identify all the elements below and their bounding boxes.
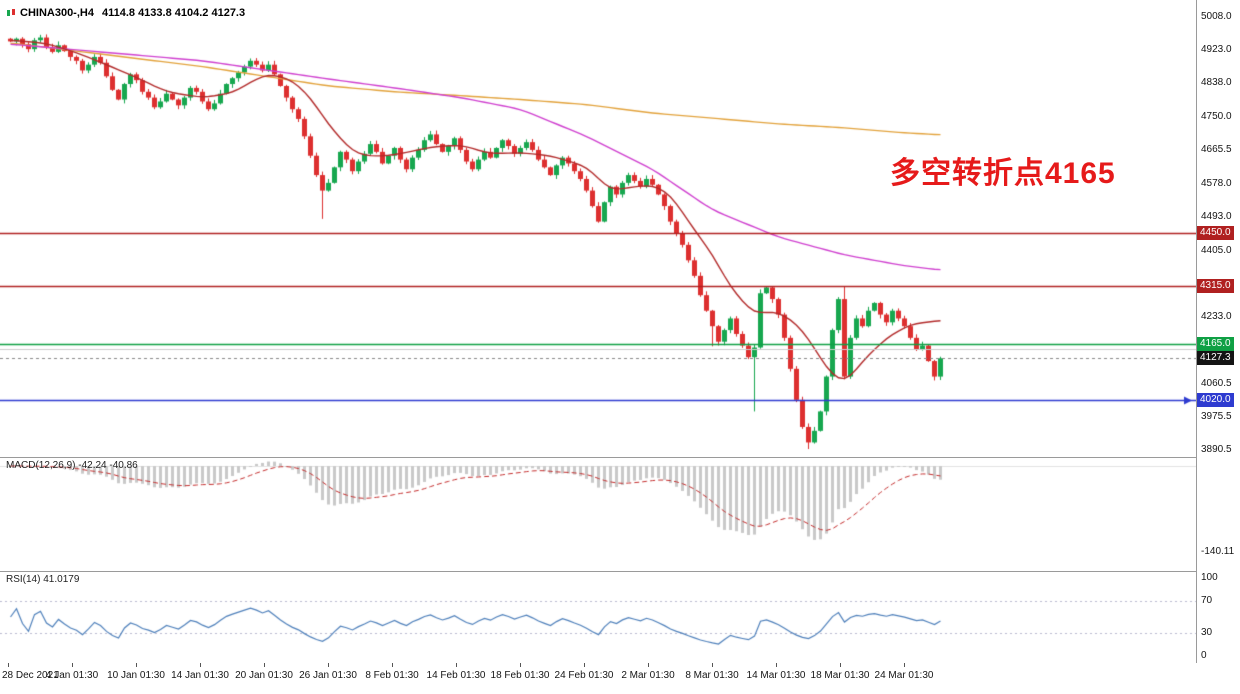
- price-axis-label: 4493.0: [1201, 210, 1232, 222]
- macd-name: MACD(12,26,9): [6, 460, 76, 471]
- chart-title: CHINA300-,H4 4114.8 4133.8 4104.2 4127.3: [6, 7, 245, 19]
- time-tick: [72, 663, 73, 667]
- time-axis-label: 26 Jan 01:30: [299, 670, 357, 681]
- time-tick: [456, 663, 457, 667]
- macd-axis-label: -140.11: [1201, 545, 1235, 557]
- rsi-axis-label: 30: [1201, 626, 1213, 638]
- price-axis-label: 4665.5: [1201, 143, 1232, 155]
- time-axis-label: 24 Mar 01:30: [874, 670, 934, 681]
- time-axis-label: 8 Mar 01:30: [685, 670, 739, 681]
- level-price-label: 4450.0: [1197, 226, 1234, 241]
- time-axis-label: 14 Jan 01:30: [171, 670, 229, 681]
- level-price-label: 4020.0: [1197, 392, 1234, 407]
- rsi-axis-label: 0: [1201, 650, 1207, 661]
- time-tick: [648, 663, 649, 667]
- price-axis-label: 4750.0: [1201, 110, 1232, 122]
- price-axis-label: 3890.5: [1201, 444, 1232, 455]
- chart-ohlc-values: 4114.8 4133.8 4104.2 4127.3: [101, 7, 246, 19]
- time-tick: [136, 663, 137, 667]
- main-chart-canvas[interactable]: [0, 0, 1196, 663]
- level-price-label: 4315.0: [1197, 278, 1234, 293]
- rsi-axis-label: 70: [1201, 595, 1213, 607]
- macd-values: -42.24 -40.86: [78, 460, 138, 471]
- rsi-pane-separator[interactable]: [0, 571, 1240, 572]
- rsi-axis-label: 100: [1201, 572, 1218, 583]
- time-axis-label: 18 Feb 01:30: [490, 670, 550, 681]
- time-axis-label: 8 Feb 01:30: [365, 670, 419, 681]
- time-axis-label: 18 Mar 01:30: [810, 670, 870, 681]
- time-tick: [712, 663, 713, 667]
- price-axis-label: 5008.0: [1201, 11, 1232, 22]
- price-axis-label: 4578.0: [1201, 177, 1232, 189]
- chart-symbol-period: CHINA300-,H4: [20, 7, 94, 19]
- time-axis-label: 10 Jan 01:30: [107, 670, 165, 681]
- current-price-label: 4127.3: [1197, 351, 1234, 366]
- time-axis-label: 4 Jan 01:30: [45, 670, 99, 681]
- time-tick: [584, 663, 585, 667]
- price-axis-label: 4923.0: [1201, 43, 1232, 55]
- price-axis-label: 4405.0: [1201, 244, 1232, 256]
- rsi-indicator-label: RSI(14) 41.0179: [6, 574, 79, 585]
- time-axis-label: 14 Mar 01:30: [746, 670, 806, 681]
- time-tick: [200, 663, 201, 667]
- time-tick: [8, 663, 9, 667]
- time-axis-label: 28 Dec 2021: [2, 670, 59, 681]
- time-axis-label: 20 Jan 01:30: [235, 670, 293, 681]
- level-price-label: 4165.0: [1197, 336, 1234, 351]
- time-axis[interactable]: 28 Dec 2021 4 Jan 01:30 10 Jan 01:30 14 Jan…: [0, 663, 1240, 694]
- price-axis-label: 3975.5: [1201, 411, 1232, 423]
- time-tick: [264, 663, 265, 667]
- annotation-text[interactable]: 多空转折点4165: [890, 157, 1116, 190]
- price-axis-label: 4838.0: [1201, 76, 1232, 88]
- macd-pane-separator[interactable]: [0, 457, 1240, 458]
- rsi-value: 41.0179: [43, 574, 80, 585]
- price-axis-label: 4060.5: [1201, 378, 1232, 390]
- time-tick: [328, 663, 329, 667]
- time-tick: [840, 663, 841, 667]
- rsi-name: RSI(14): [6, 574, 41, 585]
- time-tick: [520, 663, 521, 667]
- macd-indicator-label: MACD(12,26,9) -42.24 -40.86: [6, 460, 138, 471]
- candlestick-icon: [7, 9, 15, 16]
- time-tick: [904, 663, 905, 667]
- time-tick: [776, 663, 777, 667]
- price-axis-label: 4233.0: [1201, 311, 1232, 323]
- time-axis-label: 2 Mar 01:30: [621, 670, 675, 681]
- time-axis-label: 14 Feb 01:30: [426, 670, 486, 681]
- time-axis-label: 24 Feb 01:30: [554, 670, 614, 681]
- price-axis[interactable]: 5008.0 4923.0 4838.0 4750.0 4665.5 4578.0 4493…: [1196, 0, 1240, 663]
- time-tick: [392, 663, 393, 667]
